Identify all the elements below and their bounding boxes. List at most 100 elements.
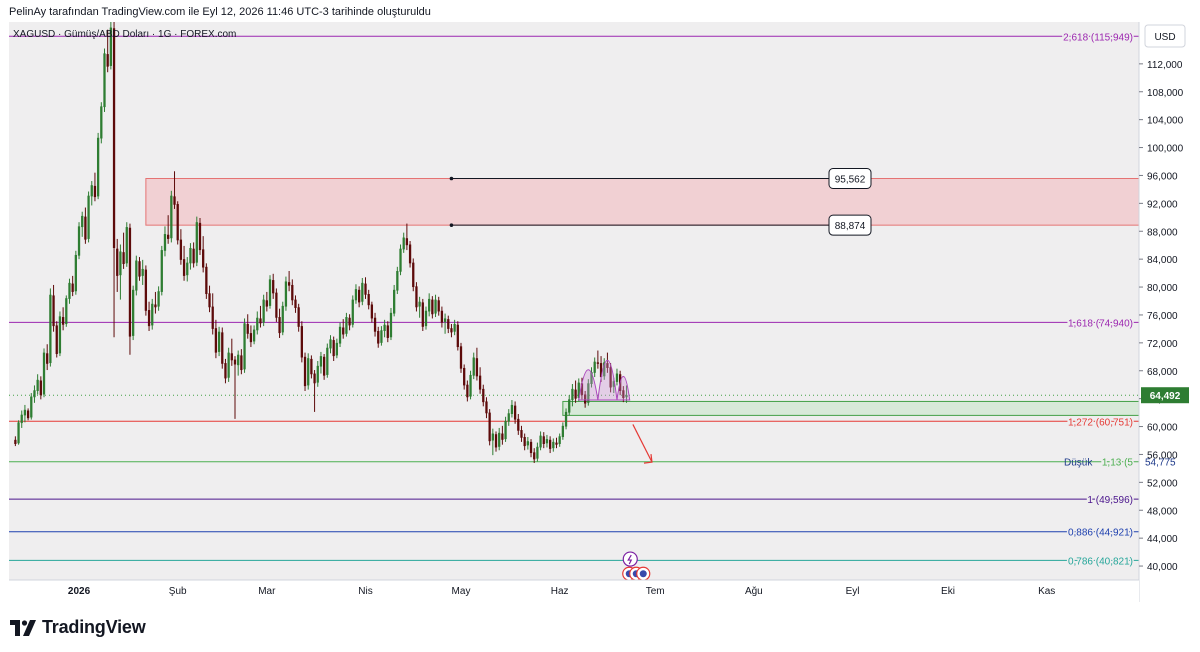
candle-body xyxy=(513,405,517,420)
candle-body xyxy=(478,375,482,390)
x-tick-label: Eyl xyxy=(846,586,860,597)
candle-body xyxy=(494,434,498,448)
candle-body xyxy=(141,268,144,276)
y-tick-label: 40,000 xyxy=(1147,562,1178,573)
candle-body xyxy=(622,390,625,398)
x-tick-label: 2026 xyxy=(68,586,91,597)
candle-body xyxy=(284,281,288,307)
x-tick-label: Mar xyxy=(258,586,276,597)
x-tick-label: Şub xyxy=(169,586,187,597)
candle-body xyxy=(265,300,268,307)
candle-body xyxy=(361,282,364,302)
candle-body xyxy=(488,412,491,442)
candle-body xyxy=(246,324,249,334)
candle-body xyxy=(100,106,103,139)
candle-body xyxy=(182,259,186,276)
symbol-title[interactable]: XAGUSD · Gümüş/ABD Doları · 1G · FOREX.c… xyxy=(13,29,236,40)
candle-body xyxy=(405,238,409,246)
created-by-caption: PelinAy tarafından TradingView.com ile E… xyxy=(9,6,431,18)
candle-body xyxy=(170,195,173,239)
currency-button[interactable]: USD xyxy=(1154,32,1175,43)
candle-body xyxy=(517,418,520,431)
price-chart-svg[interactable]: 2,618 (115,949) 1,618 (74,940) 1,272 (60,7… xyxy=(9,22,1191,602)
candle-body xyxy=(408,244,412,264)
candle-body xyxy=(71,283,74,292)
candle-body xyxy=(431,299,434,315)
candle-body xyxy=(272,280,275,294)
candle-body xyxy=(590,372,593,385)
last-price-tag: 64,492 xyxy=(1150,391,1181,402)
candle-body xyxy=(189,247,192,264)
candle-body xyxy=(345,317,348,334)
candle-body xyxy=(294,299,297,308)
x-tick-label: May xyxy=(452,586,471,597)
projection-arrowhead xyxy=(643,454,653,464)
annotation-anchor xyxy=(449,176,454,181)
candle-body xyxy=(596,362,600,364)
candle-body xyxy=(615,373,619,382)
y-tick-label: 72,000 xyxy=(1147,339,1178,350)
pattern-left-shoulder xyxy=(578,369,599,401)
candle-body xyxy=(198,222,202,251)
candle-body xyxy=(135,260,138,291)
fib-level-label: 1,618 (74,940) xyxy=(1068,318,1133,329)
candle-body xyxy=(176,204,179,241)
candle-body xyxy=(249,333,253,343)
candle-body xyxy=(14,439,17,444)
candle-body xyxy=(275,292,278,318)
fib-level-label: 0,886 (44,921) xyxy=(1068,528,1133,539)
candle-body xyxy=(74,254,77,292)
candle-body xyxy=(393,289,396,314)
candle-body xyxy=(529,441,533,454)
candle-body xyxy=(278,317,281,334)
candle-body xyxy=(122,252,125,265)
candle-body xyxy=(186,262,189,276)
candle-body xyxy=(424,310,428,327)
candle-body xyxy=(112,28,116,248)
candle-body xyxy=(307,358,310,386)
pattern-head xyxy=(597,360,618,401)
projection-arrow xyxy=(632,424,653,463)
candle-body xyxy=(281,305,284,333)
candle-body xyxy=(332,340,335,357)
candle-body xyxy=(106,54,109,67)
tradingview-logo[interactable]: TradingView xyxy=(10,617,146,638)
candle-body xyxy=(259,318,262,324)
candle-body xyxy=(20,414,23,424)
candle-body xyxy=(593,361,596,373)
candle-body xyxy=(26,410,30,419)
candle-body xyxy=(147,310,151,327)
candle-body xyxy=(338,326,342,344)
candle-body xyxy=(380,330,383,343)
candle-body xyxy=(463,367,466,386)
candle-body xyxy=(561,425,565,438)
currency-button-box xyxy=(1144,24,1186,48)
tradingview-logo-icon xyxy=(10,619,36,636)
price-axis-bg xyxy=(1139,22,1191,602)
candle-body xyxy=(227,352,230,378)
candle-body xyxy=(319,356,323,367)
candle-body xyxy=(603,362,606,377)
candle-body xyxy=(421,302,424,327)
lightning-event-icon xyxy=(622,551,638,567)
candle-body xyxy=(221,332,224,364)
candle-body xyxy=(192,248,195,264)
candle-body xyxy=(469,374,472,397)
candle-body xyxy=(157,291,160,307)
fib-level-label: 1,13 (5 xyxy=(1102,458,1134,469)
candle-body xyxy=(437,300,440,312)
candle-body xyxy=(77,226,81,256)
candle-body xyxy=(577,382,580,398)
candle-body xyxy=(268,279,272,306)
candle-body xyxy=(167,234,170,239)
candle-body xyxy=(103,53,106,108)
candle-body xyxy=(335,342,339,356)
chart-area[interactable]: 2,618 (115,949) 1,618 (74,940) 1,272 (60,7… xyxy=(9,22,1191,602)
y-tick-label: 44,000 xyxy=(1147,534,1178,545)
support-zone xyxy=(562,400,1140,416)
candle-body xyxy=(383,324,386,331)
candle-body xyxy=(96,137,100,197)
candle-body xyxy=(412,262,415,288)
low-label: Düşük xyxy=(1064,458,1093,469)
